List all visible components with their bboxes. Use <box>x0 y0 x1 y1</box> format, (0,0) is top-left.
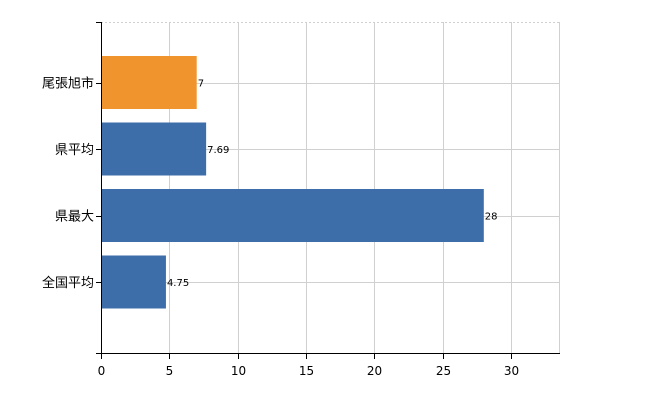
category-label: 県平均 <box>55 143 94 158</box>
bar-value-label: 28 <box>485 212 498 223</box>
category-label: 尾張旭市 <box>42 76 94 92</box>
labels-layer: 7 尾張旭市 7.69 県平均 28 県最大 4.75 全国平均 0 5 10 15 20 25 30 <box>42 76 519 379</box>
x-tick-label: 0 <box>98 364 106 378</box>
bar <box>101 189 484 242</box>
bar-value-label: 7 <box>198 79 204 90</box>
bar-value-label: 7.69 <box>207 145 229 156</box>
bar <box>101 122 207 176</box>
axis-layer <box>96 22 560 359</box>
x-tick-label: 20 <box>367 364 382 378</box>
x-tick-label: 25 <box>436 364 451 378</box>
bars-layer <box>101 56 484 309</box>
x-tick-label: 5 <box>166 364 174 378</box>
category-label: 全国平均 <box>42 275 94 291</box>
category-label: 県最大 <box>55 210 94 225</box>
x-tick-label: 30 <box>504 364 519 378</box>
x-tick-label: 10 <box>231 364 246 378</box>
bar-value-label: 4.75 <box>167 278 189 289</box>
bar <box>101 56 197 109</box>
bar <box>101 255 166 309</box>
x-tick-label: 15 <box>299 364 314 378</box>
